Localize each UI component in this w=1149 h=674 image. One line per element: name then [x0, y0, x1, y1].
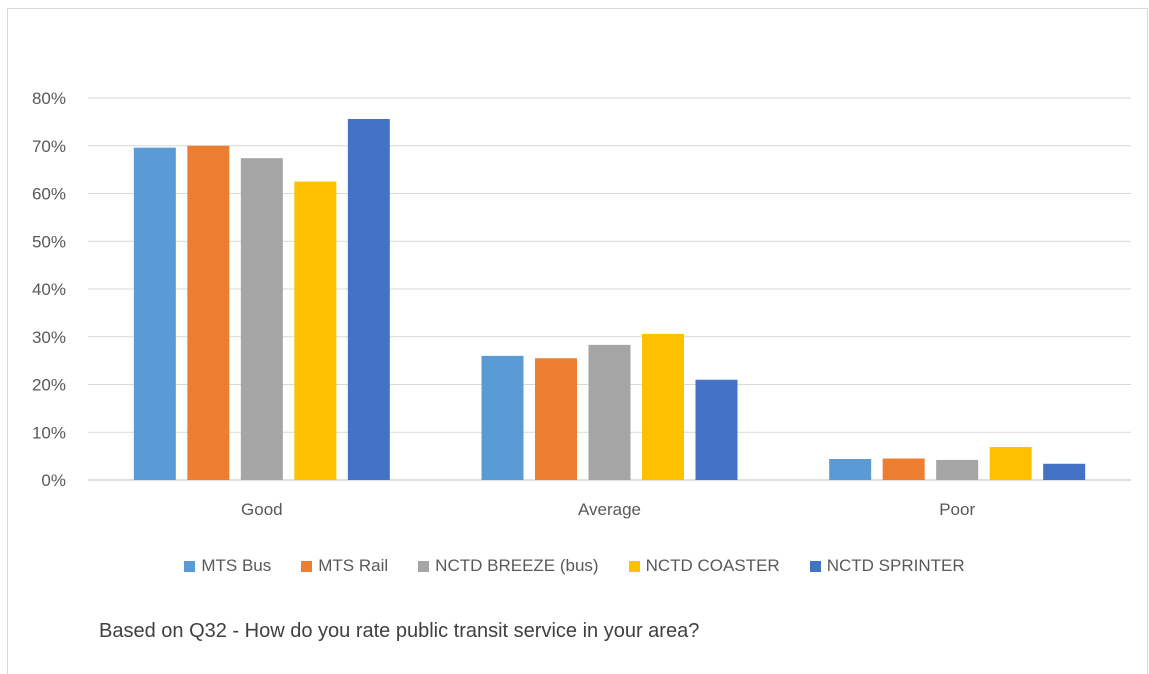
legend-item: NCTD SPRINTER — [809, 556, 965, 576]
legend-swatch — [184, 560, 196, 572]
legend-swatch — [809, 560, 821, 572]
y-tick-label: 20% — [32, 376, 66, 395]
legend-label: NCTD BREEZE (bus) — [435, 556, 599, 575]
bar — [294, 181, 337, 480]
bar — [695, 379, 738, 480]
legend-label: NCTD SPRINTER — [826, 556, 965, 575]
legend-label: NCTD COASTER — [645, 556, 780, 575]
y-axis-ticks: 0% 10% 20% 30% 40% 50% 60% 70% 80% — [32, 89, 66, 490]
legend: MTS Bus MTS Rail NCTD BREEZE (bus) NCTD COA… — [0, 556, 1149, 576]
legend-label: MTS Rail — [318, 556, 389, 575]
bar — [240, 158, 283, 481]
bar — [1043, 463, 1086, 480]
bar — [642, 333, 684, 480]
chart-caption: Based on Q32 - How do you rate public tr… — [99, 620, 700, 642]
bar — [535, 358, 577, 480]
legend-swatch — [418, 560, 430, 572]
legend-swatch — [628, 560, 640, 572]
legend-item: MTS Rail — [301, 556, 388, 576]
legend-item: MTS Bus — [184, 556, 271, 576]
bar — [829, 458, 872, 480]
y-tick-label: 30% — [32, 328, 66, 347]
x-axis-ticks: Good Average Poor — [241, 500, 975, 519]
x-tick-label: Average — [578, 500, 641, 519]
y-tick-label: 0% — [41, 471, 66, 490]
y-tick-label: 80% — [32, 89, 66, 108]
bar — [187, 145, 230, 480]
y-tick-label: 40% — [32, 280, 66, 299]
bar — [347, 119, 390, 480]
legend-swatch — [301, 560, 313, 572]
y-tick-label: 60% — [32, 185, 66, 204]
chart-frame — [7, 8, 1148, 674]
bar — [588, 344, 631, 480]
bar — [882, 458, 925, 480]
x-tick-label: Poor — [939, 500, 975, 519]
legend-item: NCTD BREEZE (bus) — [418, 556, 599, 576]
legend-label: MTS Bus — [201, 556, 272, 575]
bar — [133, 147, 176, 480]
legend-item: NCTD COASTER — [628, 556, 780, 576]
y-tick-label: 10% — [32, 423, 66, 442]
bar — [481, 355, 524, 480]
bar — [936, 459, 979, 480]
bar-chart: 0% 10% 20% 30% 40% 50% 60% 70% 80% Good Average Po… — [32, 89, 1131, 519]
bars — [133, 119, 1086, 481]
y-tick-label: 50% — [32, 232, 66, 251]
bar — [989, 447, 1032, 480]
x-tick-label: Good — [241, 500, 283, 519]
y-tick-label: 70% — [32, 137, 66, 156]
